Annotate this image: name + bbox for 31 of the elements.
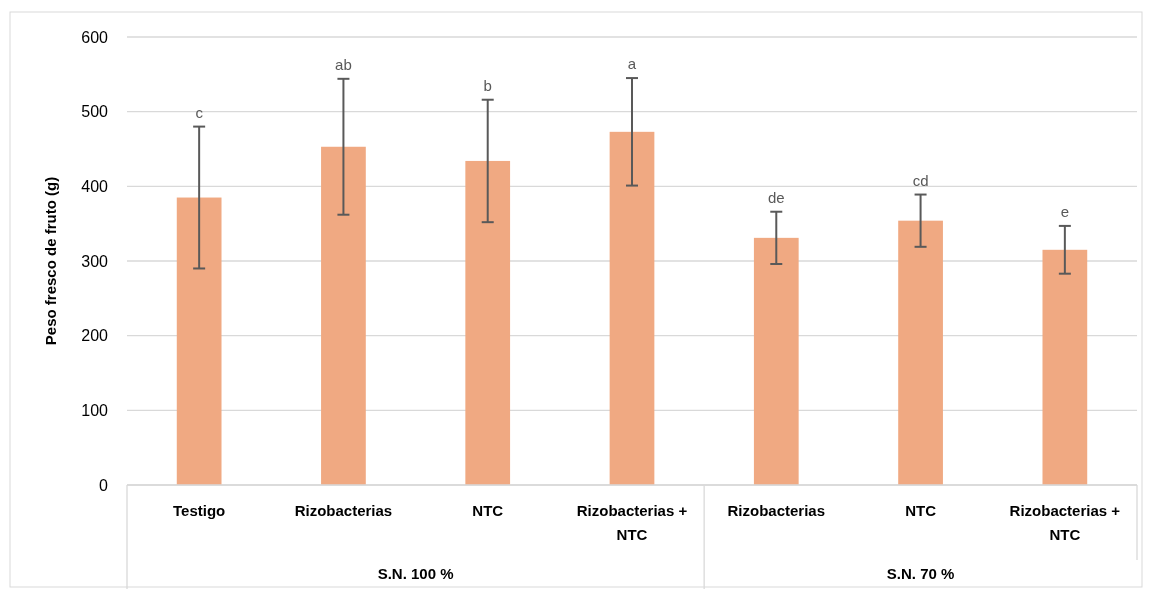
y-tick-label: 200 [81, 327, 109, 345]
x-tick-label: Rizobacterias [727, 502, 826, 519]
bar [898, 220, 943, 485]
x-tick-label: Rizobacterias + NTC [1009, 502, 1121, 543]
bar [609, 131, 655, 485]
y-tick-label: 0 [99, 476, 109, 494]
data-label: cd [912, 171, 929, 189]
x-tick-label: Rizobacterias + NTC [576, 502, 688, 543]
data-label: de [767, 188, 785, 206]
text: S.N. 70 % [886, 565, 955, 582]
annotation: b [483, 76, 492, 94]
y-tick-label: 500 [81, 103, 109, 121]
bar [465, 160, 511, 485]
annotation: c [195, 103, 204, 121]
bar [1042, 249, 1088, 485]
text: S.N. 100 % [377, 565, 454, 582]
bar [176, 197, 222, 485]
x-tick-label: NTC [472, 502, 504, 519]
x-tick-label: Rizobacterias [294, 502, 393, 519]
y-tick-label: 600 [81, 28, 109, 46]
annotation: ab [335, 55, 352, 73]
annotation: a [627, 55, 637, 73]
x-tick-label: NTC [905, 502, 937, 519]
bar [321, 146, 366, 485]
x-tick-label: Testigo [173, 502, 226, 519]
y-axis-title: Peso fresco de fruto (g) [42, 176, 59, 346]
bar [753, 237, 799, 485]
y-tick-label: 300 [81, 252, 109, 270]
data-label: e [1060, 202, 1070, 220]
y-tick-label: 100 [81, 401, 109, 419]
y-tick-label: 400 [81, 177, 109, 195]
